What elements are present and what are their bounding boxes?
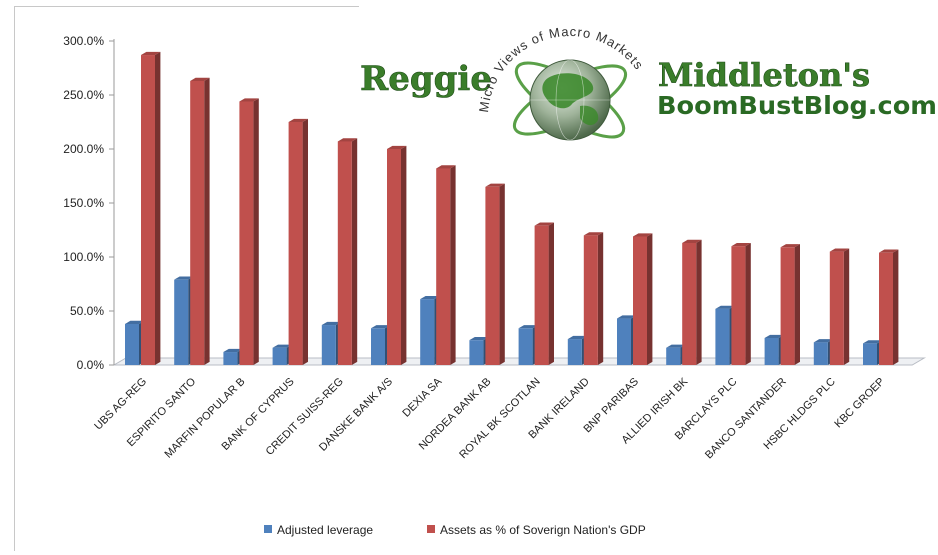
y-tick-label: 250.0% — [63, 88, 104, 102]
bar-assets-gdp — [780, 244, 800, 365]
bar-assets-gdp — [633, 233, 653, 365]
x-tick-label: ROYAL BK SCOTLAN — [457, 376, 542, 461]
x-tick-label: BANCO SANTANDER — [703, 376, 789, 462]
y-tick-label: 50.0% — [70, 304, 104, 318]
bar-assets-gdp — [387, 145, 407, 365]
watermark-logo: Reggie Middleton's BoomBustBlog.com — [360, 24, 937, 141]
logo-domain: BoomBustBlog.com — [657, 91, 937, 120]
bar-assets-gdp — [534, 222, 554, 365]
bar-assets-gdp — [239, 98, 259, 365]
legend-swatch — [427, 525, 435, 533]
y-tick-label: 150.0% — [63, 196, 104, 210]
y-tick-label: 100.0% — [63, 250, 104, 264]
globe-icon: Micro Views of Macro Markets — [476, 24, 646, 141]
y-axis: 0.0% 50.0% 100.0% 150.0% 200.0% 250.0% 300.0% — [63, 34, 115, 372]
bar-assets-gdp — [879, 249, 899, 365]
legend-label: Assets as % of Soverign Nation's GDP — [440, 523, 646, 537]
bars — [125, 51, 899, 366]
legend-item-assets-gdp: Assets as % of Soverign Nation's GDP — [427, 523, 646, 537]
logo-right-word: Middleton's — [658, 56, 870, 94]
bar-assets-gdp — [141, 51, 161, 365]
bar-assets-gdp — [337, 138, 358, 365]
legend-item-adjusted-leverage: Adjusted leverage — [264, 523, 373, 537]
x-tick-label: DEXIA SA — [400, 375, 444, 419]
x-tick-label: KBC GROEP — [832, 376, 887, 431]
legend: Adjusted leverage Assets as % of Soverig… — [264, 523, 646, 537]
y-tick-label: 0.0% — [77, 358, 105, 372]
frame-top-border — [14, 6, 359, 7]
legend-label: Adjusted leverage — [277, 523, 373, 537]
y-tick-label: 200.0% — [63, 142, 104, 156]
bar-assets-gdp — [436, 165, 456, 365]
bar-assets-gdp — [583, 232, 604, 365]
bar-assets-gdp — [190, 77, 210, 366]
frame-left-border — [14, 6, 15, 551]
bar-assets-gdp — [682, 239, 702, 365]
bar-assets-gdp — [485, 183, 505, 365]
bar-assets-gdp — [829, 248, 850, 365]
legend-swatch — [264, 525, 272, 533]
bar-assets-gdp — [731, 243, 751, 365]
bar-assets-gdp — [288, 118, 308, 365]
y-tick-label: 300.0% — [63, 34, 104, 48]
x-tick-label: MARFIN POPULAR B — [163, 376, 248, 461]
bar-adjusted-leverage — [371, 325, 391, 365]
logo-left-word: Reggie — [360, 59, 492, 99]
